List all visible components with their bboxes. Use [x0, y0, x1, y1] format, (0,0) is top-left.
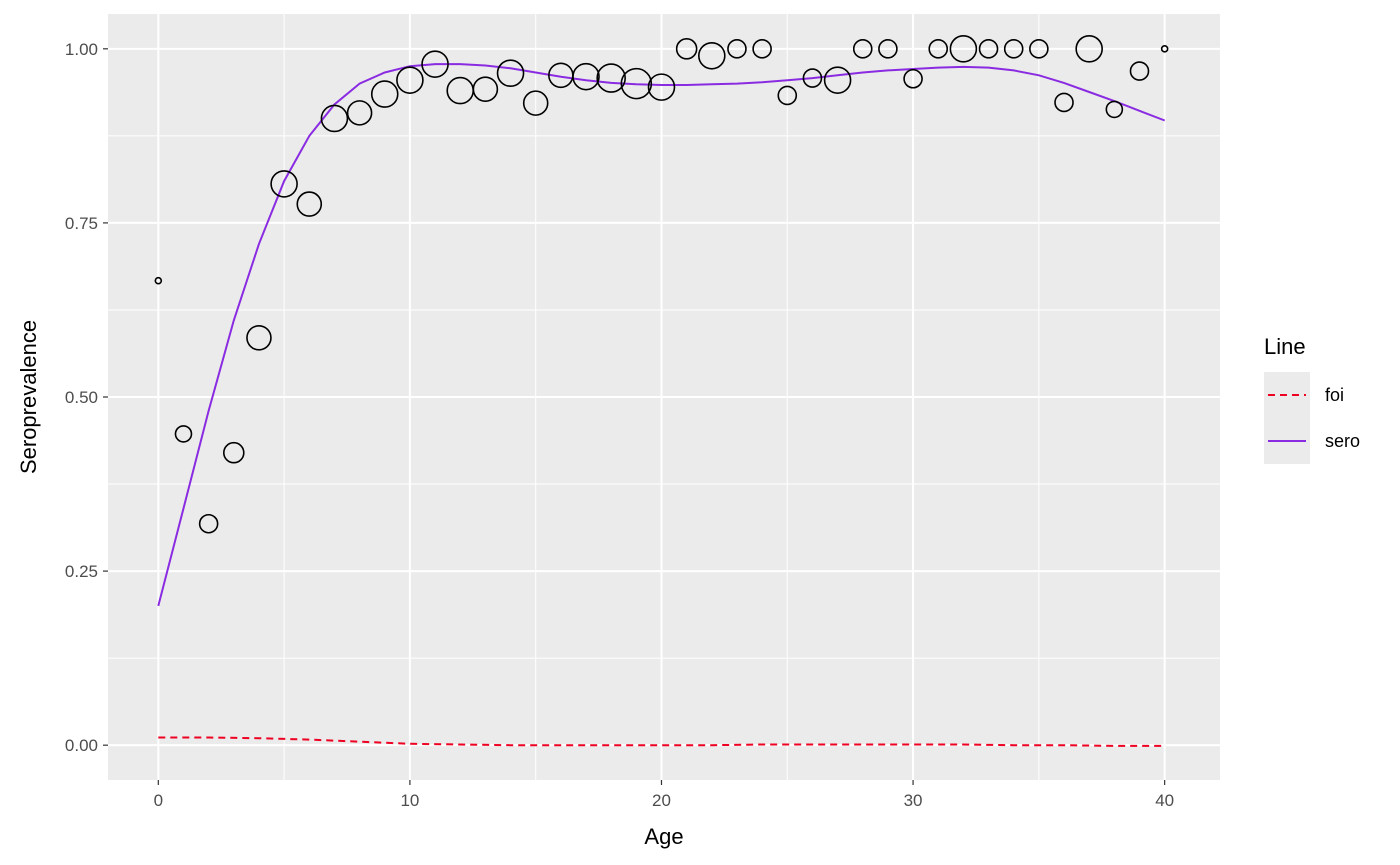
- data-point: [320, 104, 349, 133]
- legend-label-sero: sero: [1325, 431, 1360, 451]
- data-point: [370, 80, 399, 108]
- data-point: [1003, 39, 1024, 59]
- data-point: [596, 63, 626, 93]
- data-point: [903, 68, 923, 89]
- x-tick-label: 10: [400, 791, 419, 810]
- data-point: [421, 50, 449, 78]
- data-point: [1105, 100, 1124, 119]
- data-point: [949, 35, 978, 63]
- data-point: [878, 39, 898, 59]
- data-point: [346, 100, 373, 126]
- y-axis-title: Seroprevalence: [16, 320, 41, 474]
- y-axis-ticks: 0.00 0.25 0.50 0.75 1.00: [65, 40, 108, 755]
- data-point: [727, 39, 747, 59]
- data-point: [752, 39, 772, 59]
- data-point: [698, 41, 726, 70]
- series-line-sero: [157, 63, 1166, 607]
- data-point: [1054, 92, 1074, 113]
- data-point: [296, 191, 323, 217]
- x-tick-label: 30: [904, 791, 923, 810]
- y-tick-label: 0.00: [65, 736, 98, 755]
- x-tick-label: 0: [154, 791, 163, 810]
- x-tick-label: 20: [652, 791, 671, 810]
- data-point: [270, 170, 298, 198]
- y-tick-label: 1.00: [65, 40, 98, 59]
- legend: Line foi sero: [1264, 334, 1360, 464]
- data-point: [522, 90, 549, 116]
- data-point: [1129, 61, 1150, 81]
- data-points: [154, 35, 1169, 534]
- data-point: [198, 513, 219, 534]
- x-tick-label: 40: [1155, 791, 1174, 810]
- x-axis-title: Age: [644, 824, 683, 849]
- series-lines: [157, 63, 1166, 747]
- data-point: [675, 38, 698, 60]
- data-point: [496, 59, 525, 87]
- data-point: [852, 39, 873, 59]
- legend-title: Line: [1264, 334, 1306, 359]
- data-point: [802, 68, 823, 88]
- data-point: [246, 325, 272, 351]
- data-point: [1160, 45, 1169, 53]
- data-point: [572, 62, 600, 91]
- data-point: [777, 85, 798, 106]
- data-point: [647, 73, 676, 101]
- data-point: [928, 39, 949, 59]
- y-tick-label: 0.50: [65, 388, 98, 407]
- data-point: [396, 66, 424, 94]
- data-point: [978, 39, 999, 59]
- data-point: [1075, 35, 1103, 63]
- data-point: [472, 76, 499, 103]
- data-point: [222, 441, 245, 464]
- data-point: [174, 425, 193, 443]
- data-point: [1029, 39, 1049, 59]
- data-point: [154, 276, 163, 285]
- y-tick-label: 0.75: [65, 214, 98, 233]
- legend-label-foi: foi: [1325, 385, 1344, 405]
- y-tick-label: 0.25: [65, 562, 98, 581]
- data-point: [823, 66, 852, 94]
- x-axis-ticks: 0 10 20 30 40: [154, 780, 1174, 810]
- data-point: [620, 67, 653, 100]
